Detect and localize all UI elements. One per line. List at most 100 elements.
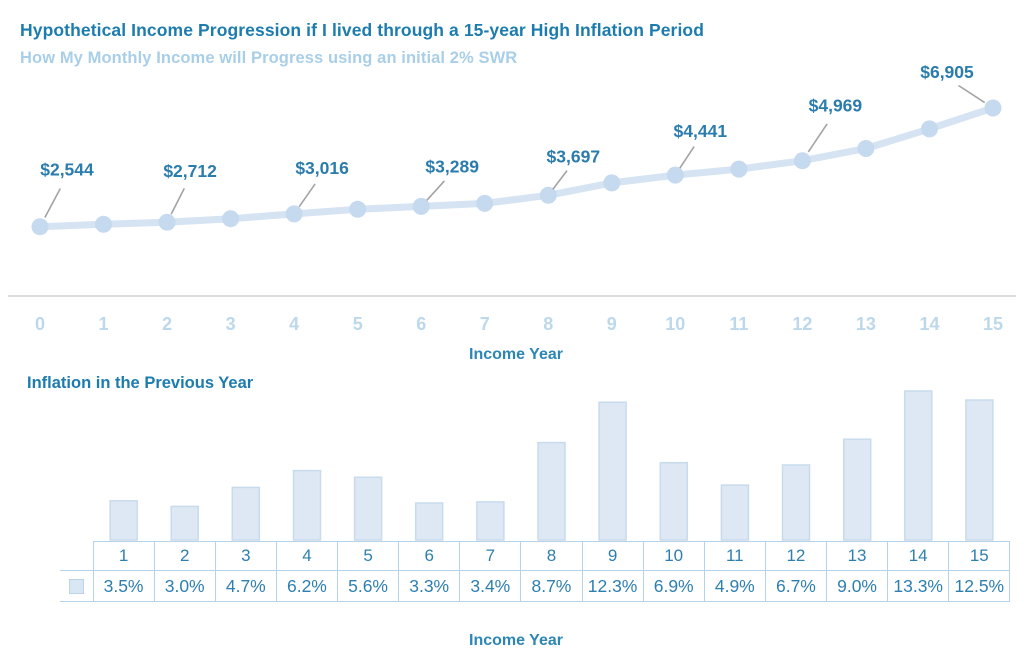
data-point-marker (412, 197, 430, 215)
inflation-value-cell: 13.3% (887, 570, 950, 602)
data-point-marker (31, 218, 49, 236)
x-tick-label: 14 (919, 314, 939, 334)
label-leader-line (958, 84, 986, 104)
page-title: Hypothetical Income Progression if I liv… (20, 20, 705, 40)
year-header-cell: 11 (703, 541, 766, 571)
year-header-cell: 15 (948, 541, 1011, 571)
x-tick-label: 1 (98, 314, 108, 334)
inflation-bar (170, 505, 199, 541)
inflation-bar (842, 438, 872, 541)
inflation-bar (353, 476, 383, 541)
inflation-bar (537, 441, 566, 541)
inflation-bar (476, 501, 505, 541)
x-tick-label: 11 (729, 314, 748, 334)
inflation-value-cell: 12.3% (581, 570, 644, 602)
data-point-marker (603, 174, 621, 192)
x-tick-label: 13 (856, 314, 876, 334)
year-header-cell: 12 (764, 541, 828, 571)
inflation-bar-chart (109, 390, 994, 541)
inflation-bar (231, 486, 261, 541)
label-leader-line (170, 188, 186, 215)
point-value-label: $4,969 (809, 96, 863, 116)
data-point-marker (730, 160, 748, 178)
x-tick-label: 9 (607, 314, 617, 334)
inflation-value-cell: 4.9% (703, 570, 766, 602)
year-header-cell: 3 (214, 541, 277, 571)
data-point-marker (285, 205, 303, 223)
x-tick-label: 5 (353, 314, 363, 334)
income-line-chart: $2,544 $2,712 $3,016 $3,289 $3,697 $4,441 $4,9… (8, 62, 1016, 334)
year-header-cell: 2 (153, 541, 216, 571)
data-point-marker (666, 166, 684, 184)
data-point-marker (95, 215, 112, 233)
year-header-cell: 14 (887, 541, 950, 571)
inflation-bar (292, 469, 322, 541)
data-point-marker (857, 140, 875, 157)
x-tick-label: 0 (35, 314, 45, 334)
table-value-row: 3.5% 3.0% 4.7% 6.2% 5.6% 3.3% 3.4% 8.7% 12.3% 6.9… (60, 570, 1011, 602)
label-leader-line (679, 146, 695, 169)
data-point-marker (349, 200, 367, 218)
inflation-value-cell: 5.6% (336, 570, 400, 602)
year-header-cell: 13 (825, 541, 889, 571)
year-header-cell: 10 (642, 541, 705, 571)
inflation-value-cell: 6.7% (764, 570, 828, 602)
data-point-marker (984, 99, 1002, 117)
inflation-bar (598, 401, 627, 541)
income-line (36, 104, 997, 231)
inflation-value-cell: 3.0% (153, 570, 216, 602)
inflation-value-cell: 4.7% (214, 570, 277, 602)
point-value-label: $2,544 (40, 160, 94, 180)
label-leader-line (552, 170, 568, 190)
x-tick-label: 15 (983, 314, 1003, 334)
inflation-bar (414, 502, 444, 541)
year-header-cell: 4 (275, 541, 339, 571)
data-point-marker (793, 152, 811, 170)
label-leader-line (807, 123, 828, 153)
legend-swatch-icon (68, 579, 84, 595)
point-value-label: $3,289 (425, 156, 479, 176)
inflation-table: 1 2 3 4 5 6 7 8 9 10 11 12 13 14 15 3.5% 3.0% 4.7% 6.2% 5.… (60, 541, 1011, 602)
inflation-value-cell: 6.2% (275, 570, 339, 602)
page-subtitle: How My Monthly Income will Progress usin… (20, 49, 518, 67)
inflation-value-cell: 3.5% (92, 570, 155, 602)
label-leader-line (426, 180, 445, 201)
series-legend-cell (60, 570, 94, 602)
x-tick-label: 8 (543, 314, 553, 334)
x-tick-label: 2 (162, 314, 172, 334)
inflation-bar (720, 484, 750, 541)
data-point-marker (476, 194, 494, 212)
x-tick-label: 7 (480, 314, 490, 334)
point-value-label: $6,905 (920, 62, 974, 82)
data-point-marker (539, 186, 557, 204)
data-point-marker (158, 213, 176, 231)
x-tick-label: 6 (416, 314, 426, 334)
inflation-bar (965, 399, 994, 541)
x-tick-label: 3 (226, 314, 236, 334)
data-point-marker (222, 210, 240, 228)
year-header-cell: 8 (520, 541, 583, 571)
x-tick-label: 10 (665, 314, 685, 334)
line-chart-x-axis-title: Income Year (469, 346, 563, 363)
year-header-cell: 7 (459, 541, 522, 571)
bar-chart-x-axis-title: Income Year (469, 632, 563, 649)
inflation-value-cell: 12.5% (948, 570, 1011, 602)
label-leader-line (298, 183, 316, 208)
inflation-value-cell: 3.4% (459, 570, 522, 602)
data-point-marker (921, 120, 938, 138)
inflation-value-cell: 8.7% (520, 570, 583, 602)
point-value-label: $3,016 (295, 158, 349, 178)
bar-chart-title: Inflation in the Previous Year (27, 374, 254, 392)
table-corner-cell (60, 542, 93, 571)
point-value-label: $2,712 (163, 161, 217, 181)
x-tick-label: 12 (792, 314, 812, 334)
inflation-bar (659, 461, 689, 541)
year-header-cell: 6 (398, 541, 461, 571)
inflation-value-cell: 6.9% (642, 570, 705, 602)
inflation-bar (904, 390, 933, 541)
label-leader-line (44, 188, 62, 218)
year-header-cell: 1 (92, 541, 155, 571)
point-value-label: $3,697 (547, 146, 601, 166)
year-header-cell: 9 (581, 541, 644, 571)
year-header-cell: 5 (336, 541, 400, 571)
